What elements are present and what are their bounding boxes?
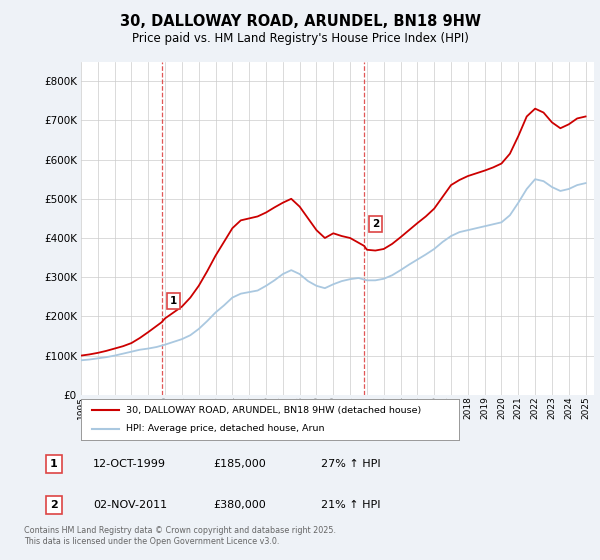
Text: 30, DALLOWAY ROAD, ARUNDEL, BN18 9HW (detached house): 30, DALLOWAY ROAD, ARUNDEL, BN18 9HW (de… [127, 405, 422, 414]
Text: Price paid vs. HM Land Registry's House Price Index (HPI): Price paid vs. HM Land Registry's House … [131, 32, 469, 45]
Text: Contains HM Land Registry data © Crown copyright and database right 2025.
This d: Contains HM Land Registry data © Crown c… [24, 526, 336, 546]
Text: £380,000: £380,000 [213, 500, 266, 510]
Text: 2: 2 [372, 220, 379, 229]
Text: 1: 1 [50, 459, 58, 469]
Text: 21% ↑ HPI: 21% ↑ HPI [321, 500, 380, 510]
Text: 2: 2 [50, 500, 58, 510]
Text: 27% ↑ HPI: 27% ↑ HPI [321, 459, 380, 469]
Text: 02-NOV-2011: 02-NOV-2011 [93, 500, 167, 510]
Text: 1: 1 [170, 296, 177, 306]
Text: 30, DALLOWAY ROAD, ARUNDEL, BN18 9HW: 30, DALLOWAY ROAD, ARUNDEL, BN18 9HW [119, 14, 481, 29]
Text: HPI: Average price, detached house, Arun: HPI: Average price, detached house, Arun [127, 424, 325, 433]
Text: 12-OCT-1999: 12-OCT-1999 [93, 459, 166, 469]
Text: £185,000: £185,000 [213, 459, 266, 469]
